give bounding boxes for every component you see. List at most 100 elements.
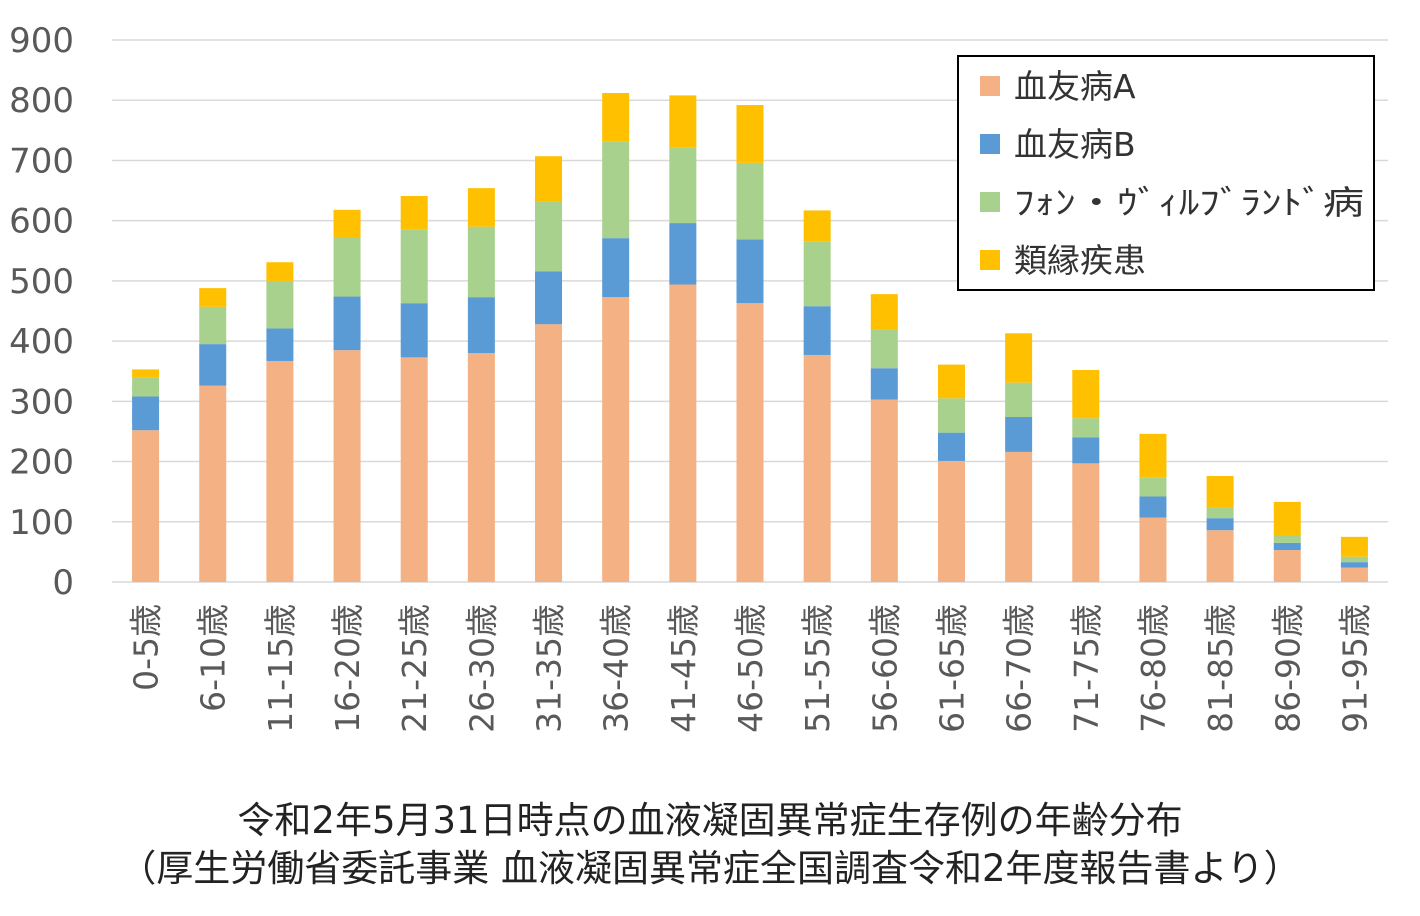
bar-segment-series-3 [736,105,764,163]
bar-segment-series-0 [1005,451,1033,582]
legend-label: ﾌｫﾝ・ｳﾞｨﾙﾌﾞﾗﾝﾄﾞ病 [1014,183,1364,222]
bar-segment-series-0 [333,350,361,582]
bar-segment-series-1 [1206,518,1234,531]
bar-segment-series-3 [199,288,227,307]
bar-segment-series-2 [669,147,697,224]
x-tick-label: 6-10歳 [194,604,233,712]
y-tick-label: 900 [9,21,74,61]
bar-segment-series-1 [199,344,227,386]
stacked-bar-chart: 0 100 200 300 400 500 600 700 800 900 0-5歳 6-10歳 11… [9,21,1388,733]
bar-segment-series-2 [333,237,361,297]
bar-segment-series-0 [199,385,227,582]
bar-segment-series-0 [1072,463,1100,582]
bar-segment-series-2 [1139,477,1167,497]
bar-segment-series-3 [1072,370,1100,419]
bar-segment-series-3 [400,195,428,230]
bar-segment-series-2 [736,162,764,240]
x-tick-label: 21-25歳 [395,604,434,733]
x-tick-label: 91-95歳 [1335,604,1374,733]
x-tick-label: 16-20歳 [328,604,367,733]
bar-segment-series-0 [1273,550,1301,582]
y-tick-label: 500 [9,262,74,302]
x-tick-label: 46-50歳 [731,604,770,733]
bar-segment-series-2 [467,226,495,298]
bar-segment-series-1 [535,271,563,325]
bar-segment-series-2 [1206,507,1234,519]
legend-label: 血友病B [1014,125,1136,164]
x-tick-label: 56-60歳 [865,604,904,733]
bar-segment-series-0 [400,357,428,582]
y-tick-label: 400 [9,322,74,362]
bar-segment-series-1 [400,303,428,358]
bar-segment-series-1 [803,306,831,355]
bar-segment-series-0 [266,360,294,582]
bar-segment-series-0 [1340,567,1368,582]
legend-label: 類縁疾患 [1014,241,1146,280]
bar-segment-series-0 [1139,517,1167,582]
legend-label: 血友病A [1014,67,1136,106]
bar-segment-series-2 [400,229,428,304]
x-tick-label: 66-70歳 [1000,604,1039,733]
bar-segment-series-3 [669,95,697,148]
bar-segment-series-3 [803,210,831,242]
bar-segment-series-3 [937,364,965,399]
bar-segment-series-1 [467,297,495,354]
bar-segment-series-1 [1072,437,1100,464]
bar-segment-series-2 [1005,382,1033,417]
bar-segment-series-2 [199,306,227,345]
bar-segment-series-0 [669,284,697,582]
x-tick-label: 86-90歳 [1268,604,1307,733]
bar-segment-series-1 [1340,562,1368,568]
legend-swatch [980,76,1000,96]
bar-segment-series-1 [1139,496,1167,518]
bar-segment-series-0 [937,460,965,582]
y-tick-label: 100 [9,503,74,543]
y-tick-label: 600 [9,202,74,242]
bar-segment-series-2 [870,329,898,369]
bar-segment-series-2 [132,377,160,397]
legend-swatch [980,192,1000,212]
bar-segment-series-1 [736,239,764,304]
bar-segment-series-1 [602,238,630,298]
x-tick-label: 31-35歳 [530,604,569,733]
bar-segment-series-2 [937,398,965,433]
bar-segment-series-0 [132,430,160,582]
bar-segment-series-2 [1072,418,1100,438]
bar-segment-series-2 [266,280,294,329]
bar-segment-series-0 [736,303,764,582]
x-tick-label: 61-65歳 [932,604,971,733]
y-tick-label: 300 [9,382,74,422]
x-tick-label: 0-5歳 [127,604,166,691]
bar-segment-series-3 [870,294,898,330]
bar-segment-series-1 [1273,542,1301,551]
bar-segment-series-0 [870,399,898,582]
bar-segment-series-0 [535,324,563,582]
caption-source: （厚生労働省委託事業 血液凝固異常症全国調査令和2年度報告書より） [119,847,1301,890]
x-axis-ticks: 0-5歳 6-10歳 11-15歳 16-20歳 21-25歳 26-30歳 31-35歳 3… [127,604,1375,733]
bar-segment-series-0 [467,353,495,582]
bars [132,92,1368,582]
bar-segment-series-3 [333,209,361,238]
bar-segment-series-2 [803,241,831,307]
bar-segment-series-2 [1340,556,1368,563]
bar-segment-series-2 [602,141,630,239]
y-tick-label: 0 [52,563,74,603]
legend-swatch [980,134,1000,154]
bar-segment-series-1 [333,296,361,351]
bar-segment-series-3 [602,92,630,142]
bar-segment-series-3 [132,369,160,378]
bar-segment-series-0 [1206,530,1234,582]
legend-box [957,55,1375,291]
bar-segment-series-1 [937,432,965,461]
x-tick-label: 76-80歳 [1134,604,1173,733]
y-axis-ticks: 0 100 200 300 400 500 600 700 800 900 [9,21,74,603]
legend-swatch [980,250,1000,270]
bar-segment-series-3 [1206,476,1234,508]
x-tick-label: 41-45歳 [664,604,703,733]
x-tick-label: 71-75歳 [1067,604,1106,733]
bar-segment-series-1 [669,223,697,285]
bar-segment-series-3 [266,262,294,281]
bar-segment-series-0 [803,354,831,582]
y-tick-label: 700 [9,141,74,181]
